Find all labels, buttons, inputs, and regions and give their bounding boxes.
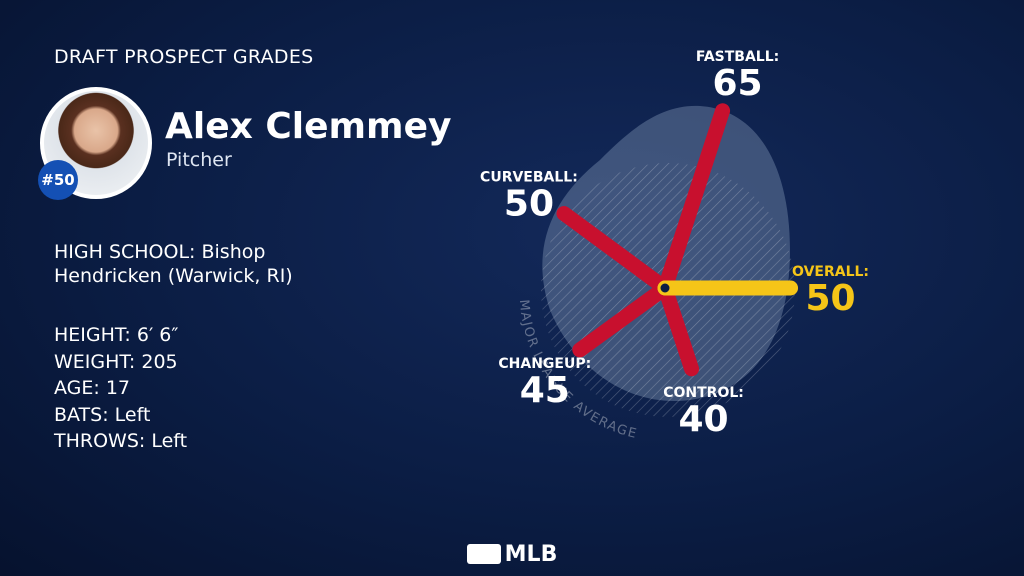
detail-line: THROWS: Left — [54, 430, 188, 452]
player-name: Alex Clemmey — [165, 106, 452, 147]
logo-badge — [466, 544, 501, 564]
grade-value: 50 — [504, 183, 554, 224]
grade-label: OVERALL: — [792, 264, 869, 280]
detail-line: WEIGHT: 205 — [54, 350, 178, 373]
grade-label: CURVEBALL: — [480, 169, 578, 185]
grade-value: 40 — [679, 399, 729, 440]
grade-spoke — [572, 280, 673, 358]
detail-line: HEIGHT: 6′ 6″ — [54, 324, 179, 346]
grade-value: 65 — [713, 63, 763, 104]
footer-logo: MLB — [0, 542, 1024, 567]
grade-label: FASTBALL: — [696, 49, 779, 65]
grade-value: 50 — [805, 278, 855, 319]
rank-badge: #50 — [38, 160, 78, 200]
center-dot — [657, 280, 673, 296]
detail-line: BATS: Left — [54, 403, 151, 426]
grade-label: CONTROL: — [663, 385, 744, 401]
grade-value: 45 — [520, 370, 570, 411]
detail-line: AGE: 17 — [54, 377, 131, 399]
grade-spoke — [556, 205, 673, 296]
grade-spoke — [657, 280, 700, 377]
page-title: DRAFT PROSPECT GRADES — [54, 46, 314, 68]
player-position: Pitcher — [166, 149, 232, 171]
player-details: HEIGHT: 6′ 6″ WEIGHT: 205 AGE: 17 BATS: Lef… — [54, 322, 187, 455]
logo-text: MLB — [504, 542, 558, 567]
grade-spoke — [657, 103, 731, 296]
player-school: HIGH SCHOOL: Bishop Hendricken (Warwick,… — [54, 241, 293, 287]
grade-label: CHANGEUP: — [498, 356, 591, 372]
